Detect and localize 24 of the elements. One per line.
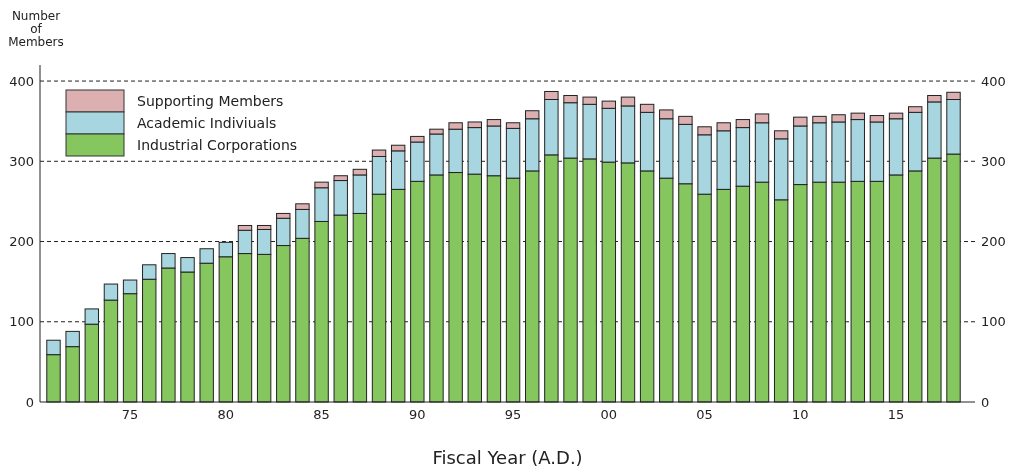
- x-tick-label: 10: [792, 407, 809, 422]
- x-tick-label: 80: [217, 407, 235, 422]
- legend-label: Industrial Corporations: [137, 136, 298, 153]
- y-tick-label: 400: [9, 73, 34, 89]
- y-tick-label: 300: [9, 153, 34, 169]
- y-tick-label: 200: [9, 234, 34, 250]
- y-axis-title: Number of Members: [8, 9, 64, 49]
- x-tick-label: 05: [696, 407, 713, 422]
- x-axis-title: Fiscal Year (A.D.): [432, 447, 583, 466]
- y2-tick-label: 200: [981, 234, 1006, 250]
- y2-tick-label: 300: [981, 153, 1006, 169]
- x-tick-label: 15: [887, 407, 905, 422]
- legend-label: Supporting Members: [137, 92, 284, 109]
- y2-tick-label: 400: [981, 73, 1006, 89]
- y-tick-label: 0: [25, 394, 34, 410]
- y2-tick-label: 0: [981, 394, 990, 410]
- x-tick-label: 00: [600, 407, 618, 422]
- x-tick-label: 85: [313, 407, 330, 422]
- x-tick-label: 75: [121, 407, 139, 422]
- legend-label: Academic Indiviuals: [137, 114, 277, 131]
- y-tick-label: 100: [9, 314, 34, 330]
- x-tick-label: 90: [409, 407, 426, 422]
- y2-tick-label: 100: [981, 314, 1006, 330]
- x-tick-label: 95: [504, 407, 522, 422]
